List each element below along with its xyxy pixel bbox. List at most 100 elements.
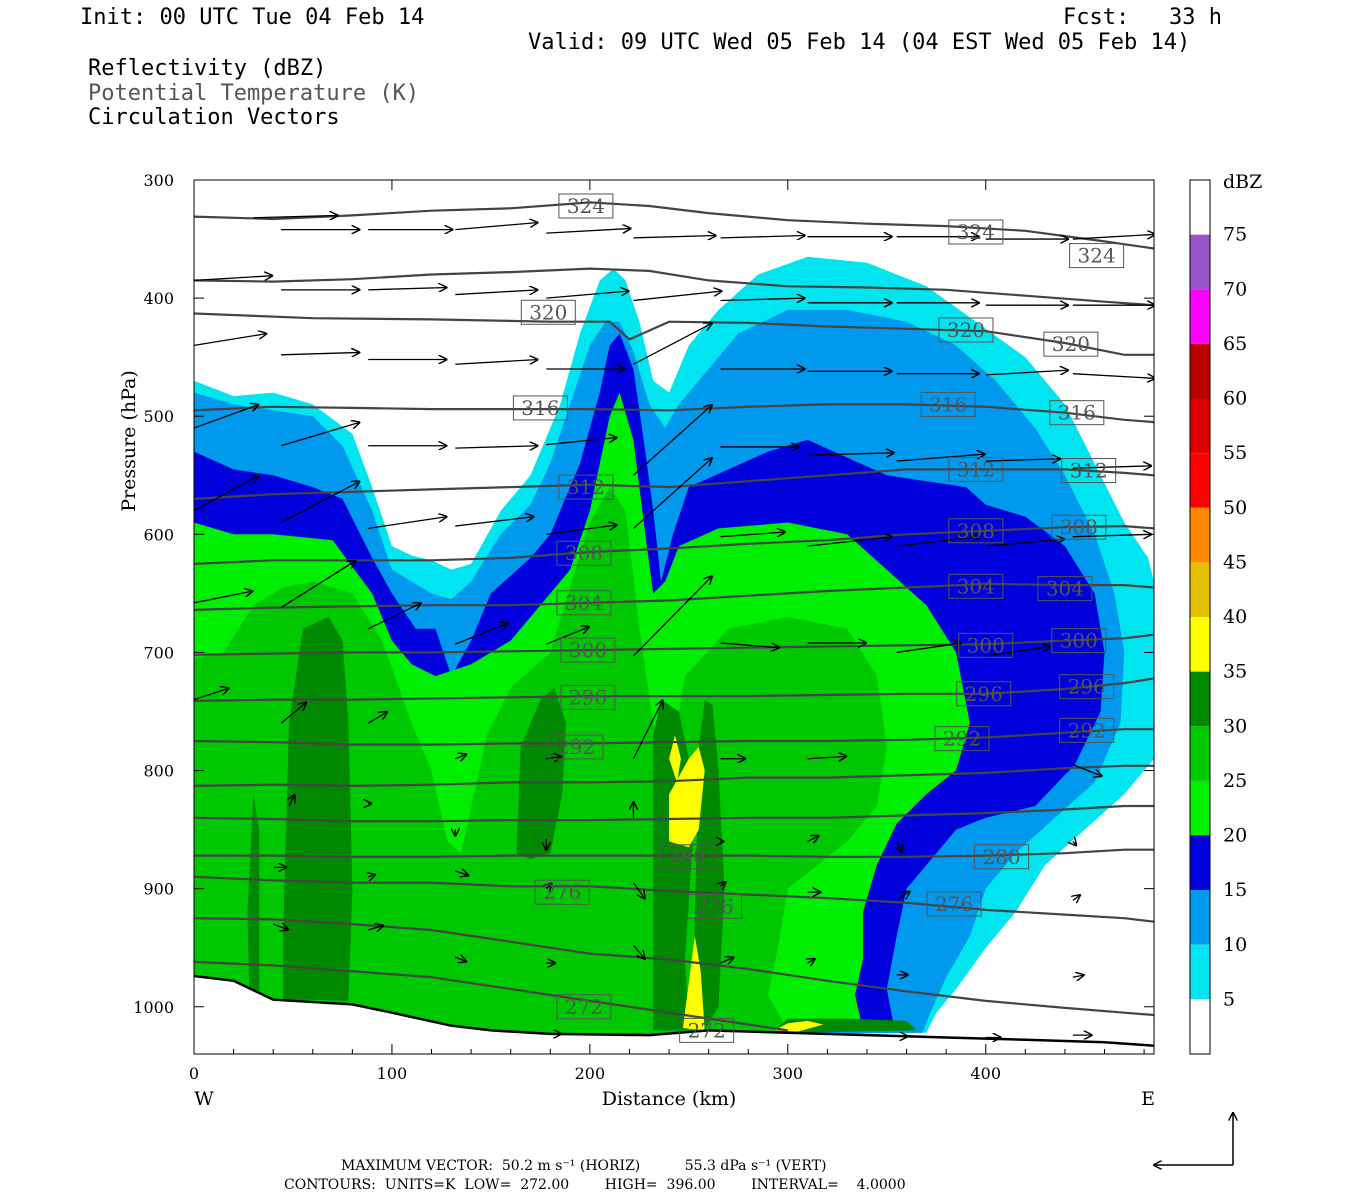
circulation-vector <box>1072 373 1154 379</box>
contour-label: 272 <box>565 995 603 1019</box>
contour-label: 296 <box>1068 675 1106 699</box>
theta-contour-line <box>194 875 1154 923</box>
circulation-vector <box>194 404 259 429</box>
circulation-vector <box>985 647 1051 657</box>
contour-label-box <box>958 632 1014 658</box>
contour-label: 280 <box>668 845 706 869</box>
circulation-vector <box>633 291 722 302</box>
circulation-vector <box>280 481 360 524</box>
theta-contour-line <box>194 677 1154 702</box>
circulation-vector <box>455 360 538 365</box>
contour-label-box <box>556 540 612 566</box>
circulation-vector <box>280 422 360 447</box>
contour-label: 304 <box>1046 577 1084 601</box>
contour-label-box <box>938 317 994 343</box>
contour-label-box <box>556 590 612 616</box>
contour-label-box <box>560 684 616 710</box>
x-end-west: W <box>194 1088 214 1110</box>
circulation-vector <box>632 700 663 760</box>
x-tick-label: 200 <box>575 1064 606 1083</box>
circulation-vector <box>1073 895 1081 901</box>
circulation-vector <box>1072 975 1085 977</box>
contour-label-box <box>1051 514 1107 540</box>
circulation-vector <box>546 883 552 889</box>
contour-label: 316 <box>929 392 967 416</box>
valid-time: Valid: 09 UTC Wed 05 Feb 14 (04 EST Wed … <box>528 30 1191 55</box>
field-potential-temperature: Potential Temperature (K) <box>88 81 420 106</box>
contour-label-box <box>974 844 1030 870</box>
circulation-vector <box>281 352 360 354</box>
x-tick-label: 300 <box>773 1064 804 1083</box>
circulation-vector <box>720 236 806 238</box>
forecast-hour: Fcst: 33 h <box>1063 5 1222 30</box>
circulation-vector <box>194 591 253 604</box>
circulation-vector <box>807 756 848 758</box>
circulation-vector <box>896 454 986 462</box>
contour-label-box <box>679 1017 735 1043</box>
y-axis-label: Pressure (hPa) <box>118 370 140 512</box>
contour-label: 300 <box>1060 629 1098 653</box>
circulation-vector <box>632 458 712 529</box>
circulation-vectors <box>194 215 1154 1037</box>
circulation-vector <box>632 944 645 959</box>
contour-label-box <box>558 474 614 500</box>
contour-label: 316 <box>1058 401 1096 425</box>
circulation-vector <box>720 298 806 300</box>
colorbar-frame <box>1189 179 1211 1055</box>
y-tick-label: 1000 <box>133 998 174 1017</box>
reflectivity-region <box>516 687 567 860</box>
circulation-vector <box>807 836 820 842</box>
contour-label-box <box>512 395 568 421</box>
colorbar-segment <box>1190 507 1210 563</box>
circulation-vector <box>194 688 230 701</box>
circulation-vector <box>253 215 338 217</box>
circulation-vector <box>194 334 267 346</box>
circulation-vector <box>194 276 273 282</box>
colorbar: dBZ 75 70 65 60 55 50 45 40 35 30 25 20 15 10 5 <box>1189 171 1262 1055</box>
circulation-vector <box>720 642 780 648</box>
reflectivity-region <box>247 794 260 995</box>
circulation-vector <box>897 841 903 853</box>
x-axis-label: Distance (km) <box>602 1088 737 1110</box>
colorbar-label: 40 <box>1223 606 1247 628</box>
colorbar-segment <box>1190 944 1210 1000</box>
circulation-vector <box>1072 764 1103 777</box>
colorbar-segment <box>1190 180 1210 235</box>
contour-label-box <box>948 219 1004 245</box>
contour-label-box <box>1059 674 1115 700</box>
circulation-vector <box>985 370 1069 376</box>
contour-label: 316 <box>521 396 559 420</box>
circulation-vector <box>455 290 538 296</box>
colorbar-segment <box>1190 398 1210 454</box>
terrain-line <box>194 974 1154 1047</box>
theta-contour-line <box>194 582 1154 611</box>
circulation-vector <box>896 643 962 654</box>
circulation-vector <box>280 560 356 609</box>
contour-label-box <box>534 879 590 905</box>
contour-label: 324 <box>1078 244 1116 268</box>
footer-contours: CONTOURS: UNITS=K LOW= 272.00 HIGH= 396.… <box>284 1177 906 1193</box>
theta-contour-line <box>194 960 788 1032</box>
contour-label: 300 <box>967 633 1005 657</box>
contour-label: 308 <box>1060 515 1098 539</box>
colorbar-label: 30 <box>1223 715 1247 737</box>
y-tick-label: 700 <box>143 643 174 662</box>
contour-label: 276 <box>695 894 733 918</box>
contour-label: 276 <box>543 880 581 904</box>
init-time: Init: 00 UTC Tue 04 Feb 14 <box>80 5 425 30</box>
circulation-vector <box>280 702 307 724</box>
contour-label-box <box>556 994 612 1020</box>
contour-label-box <box>926 891 982 917</box>
field-reflectivity: Reflectivity (dBZ) <box>88 56 327 81</box>
circulation-vector <box>367 711 388 724</box>
contour-label: 304 <box>565 591 603 615</box>
colorbar-segment <box>1190 289 1210 344</box>
footer-max-vector: MAXIMUM VECTOR: 50.2 m s⁻¹ (HORIZ) 55.3 … <box>341 1158 827 1174</box>
circulation-vector <box>985 539 1065 547</box>
contour-label: 272 <box>688 1018 726 1042</box>
contour-label: 292 <box>557 735 595 759</box>
colorbar-segment <box>1190 671 1210 727</box>
contour-label: 300 <box>569 638 607 662</box>
contour-label-box <box>1043 331 1099 357</box>
